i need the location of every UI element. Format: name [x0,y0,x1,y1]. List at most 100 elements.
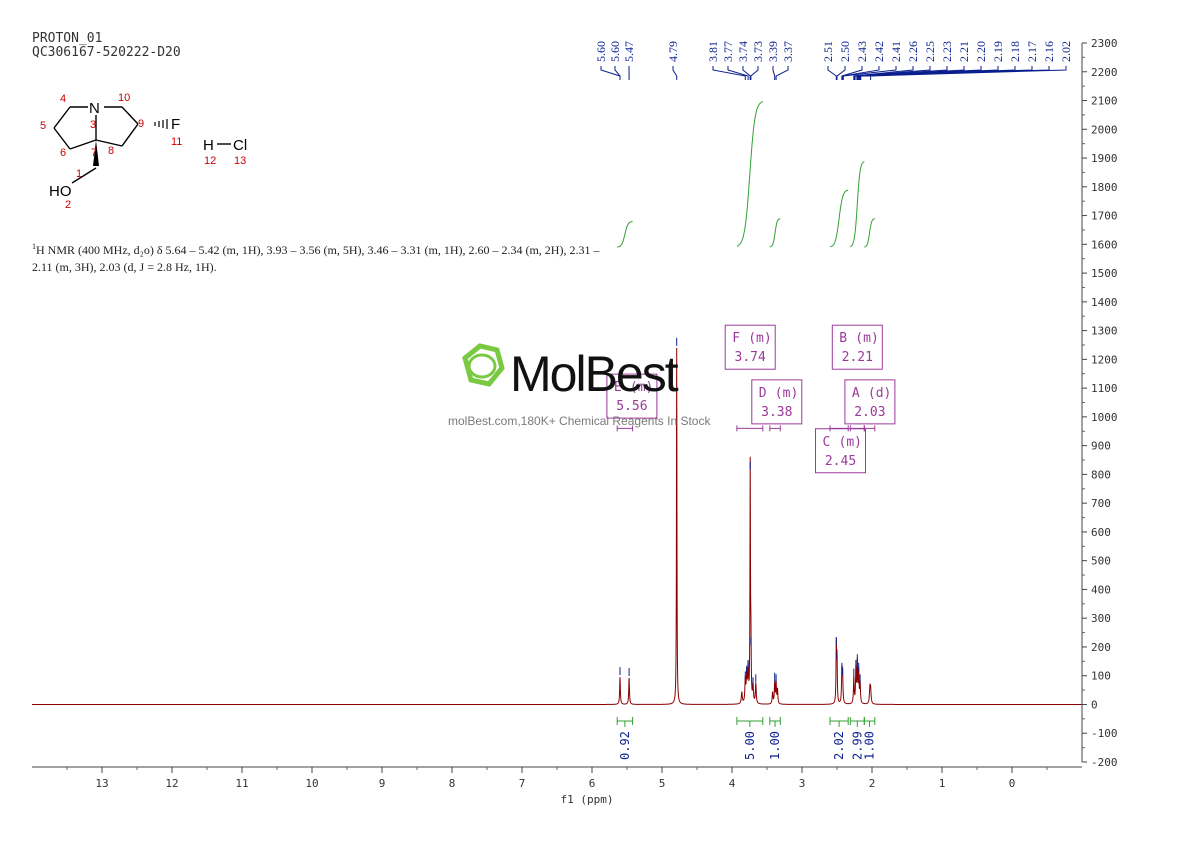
peak-label: 3.77 [721,41,735,62]
atom-number-12: 12 [204,155,216,167]
peak-label-connector [842,66,897,80]
description-text: H NMR (400 MHz, d₂o) δ 5.64 – 5.42 (m, 1… [32,243,600,274]
watermark-logo [462,343,505,387]
y-tick-label: 1400 [1091,296,1118,309]
peak-label: 5.47 [622,41,636,62]
x-tick-label: 9 [379,777,386,790]
y-tick-label: 2200 [1091,66,1118,79]
multiplet-shift: 5.56 [616,399,647,414]
peak-label-connector [827,66,837,80]
atom-13: Cl [233,137,247,154]
molecule-bonds [53,106,231,184]
y-tick-label: 500 [1091,555,1111,568]
x-tick-label: 12 [165,777,178,790]
x-tick-label: 1 [939,777,946,790]
peak-label-connector [870,66,1067,80]
y-tick-label: 1200 [1091,353,1118,366]
integral-curve [864,218,875,248]
integral-curve [850,161,865,248]
y-tick-label: 1600 [1091,238,1118,251]
peak-label: 2.41 [889,41,903,62]
multiplet-letter: A [852,386,860,401]
peak-label-connector [854,66,931,80]
atom-12: H [203,137,214,154]
peak-label: 4.79 [666,41,680,62]
x-tick-label: 11 [235,777,248,790]
spectrum-title: PROTON_01 QC306167-520222-D20 [32,32,181,60]
hash-bond [154,119,168,129]
peak-label-connector [855,66,948,80]
multiplet-box [724,324,776,370]
peak-label: 2.23 [940,41,954,62]
y-tick-label: 700 [1091,497,1111,510]
peak-label: 2.51 [821,41,835,62]
x-tick-label: 13 [95,777,108,790]
y-tick-label: 1700 [1091,210,1118,223]
peak-label: 3.37 [781,41,795,62]
peak-label-connector [727,66,749,80]
integral-value: 0.92 [618,731,632,760]
peak-label-connector [742,66,751,80]
multiplet-letter: E [614,380,622,395]
spectrum-trace [32,347,1082,705]
peak-label: 2.17 [1025,41,1039,62]
atom-number-13: 13 [234,155,246,167]
y-tick-label: 600 [1091,526,1111,539]
y-tick-label: 800 [1091,468,1111,481]
atom-3: N [89,100,100,117]
experiment-name: PROTON_01 [32,31,103,46]
multiplet-box [751,379,803,425]
peak-label-connector [712,66,746,80]
peak-label: 2.50 [838,41,852,62]
multiplet-shift: 2.21 [842,350,873,365]
peak-label: 2.19 [991,41,1005,62]
x-tick-label: 4 [729,777,736,790]
x-tick-label: 7 [519,777,526,790]
integral-value: 1.00 [863,731,877,760]
peak-label: 3.73 [751,41,765,62]
multiplet-box [831,324,883,370]
peak-label: 3.39 [766,41,780,62]
x-tick-label: 3 [799,777,806,790]
integral-value: 5.00 [743,731,757,760]
nmr-description: 1H NMR (400 MHz, d₂o) δ 5.64 – 5.42 (m, … [32,238,607,276]
peak-label: 5.60 [594,41,608,62]
y-tick-label: 1000 [1091,411,1118,424]
multiplet-letter: B [839,331,847,346]
multiplet-type: (d) [868,386,891,401]
carbon-number-9: 9 [138,118,144,130]
integral-value: 2.99 [850,731,864,760]
y-tick-label: 2000 [1091,123,1118,136]
y-tick-label: 100 [1091,670,1111,683]
peak-label-connector [836,66,846,80]
carbon-number-10: 10 [118,92,130,104]
carbon-number-5: 5 [40,120,46,132]
multiplet-letter: F [732,331,740,346]
atom-number-2: 2 [65,199,71,211]
watermark-tagline: molBest.com,180K+ Chemical Reagents In S… [448,414,711,428]
y-tick-label: 300 [1091,612,1111,625]
peak-label-connector [614,66,621,80]
x-tick-label: 10 [305,777,318,790]
description-superscript: 1 [32,242,36,251]
peak-label-connector [841,66,863,80]
multiplet-type: (m) [775,386,798,401]
peak-label-connector [842,66,880,80]
x-axis-label: f1 (ppm) [561,793,614,806]
integral-curve [617,220,633,248]
multiplet-letter: D [759,386,767,401]
peak-label: 2.20 [974,41,988,62]
integral-value: 2.02 [832,731,846,760]
multiplet-shift: 2.03 [854,405,885,420]
peak-label: 2.18 [1008,41,1022,62]
sample-id: QC306167-520222-D20 [32,45,181,60]
y-tick-label: 1900 [1091,152,1118,165]
multiplet-type: (m) [839,435,862,450]
carbon-number-4: 4 [60,93,66,105]
atom-2: HO [49,183,72,200]
peak-label: 2.42 [872,41,886,62]
watermark-brand: MolBest [510,346,679,402]
peak-label: 3.74 [736,41,750,62]
